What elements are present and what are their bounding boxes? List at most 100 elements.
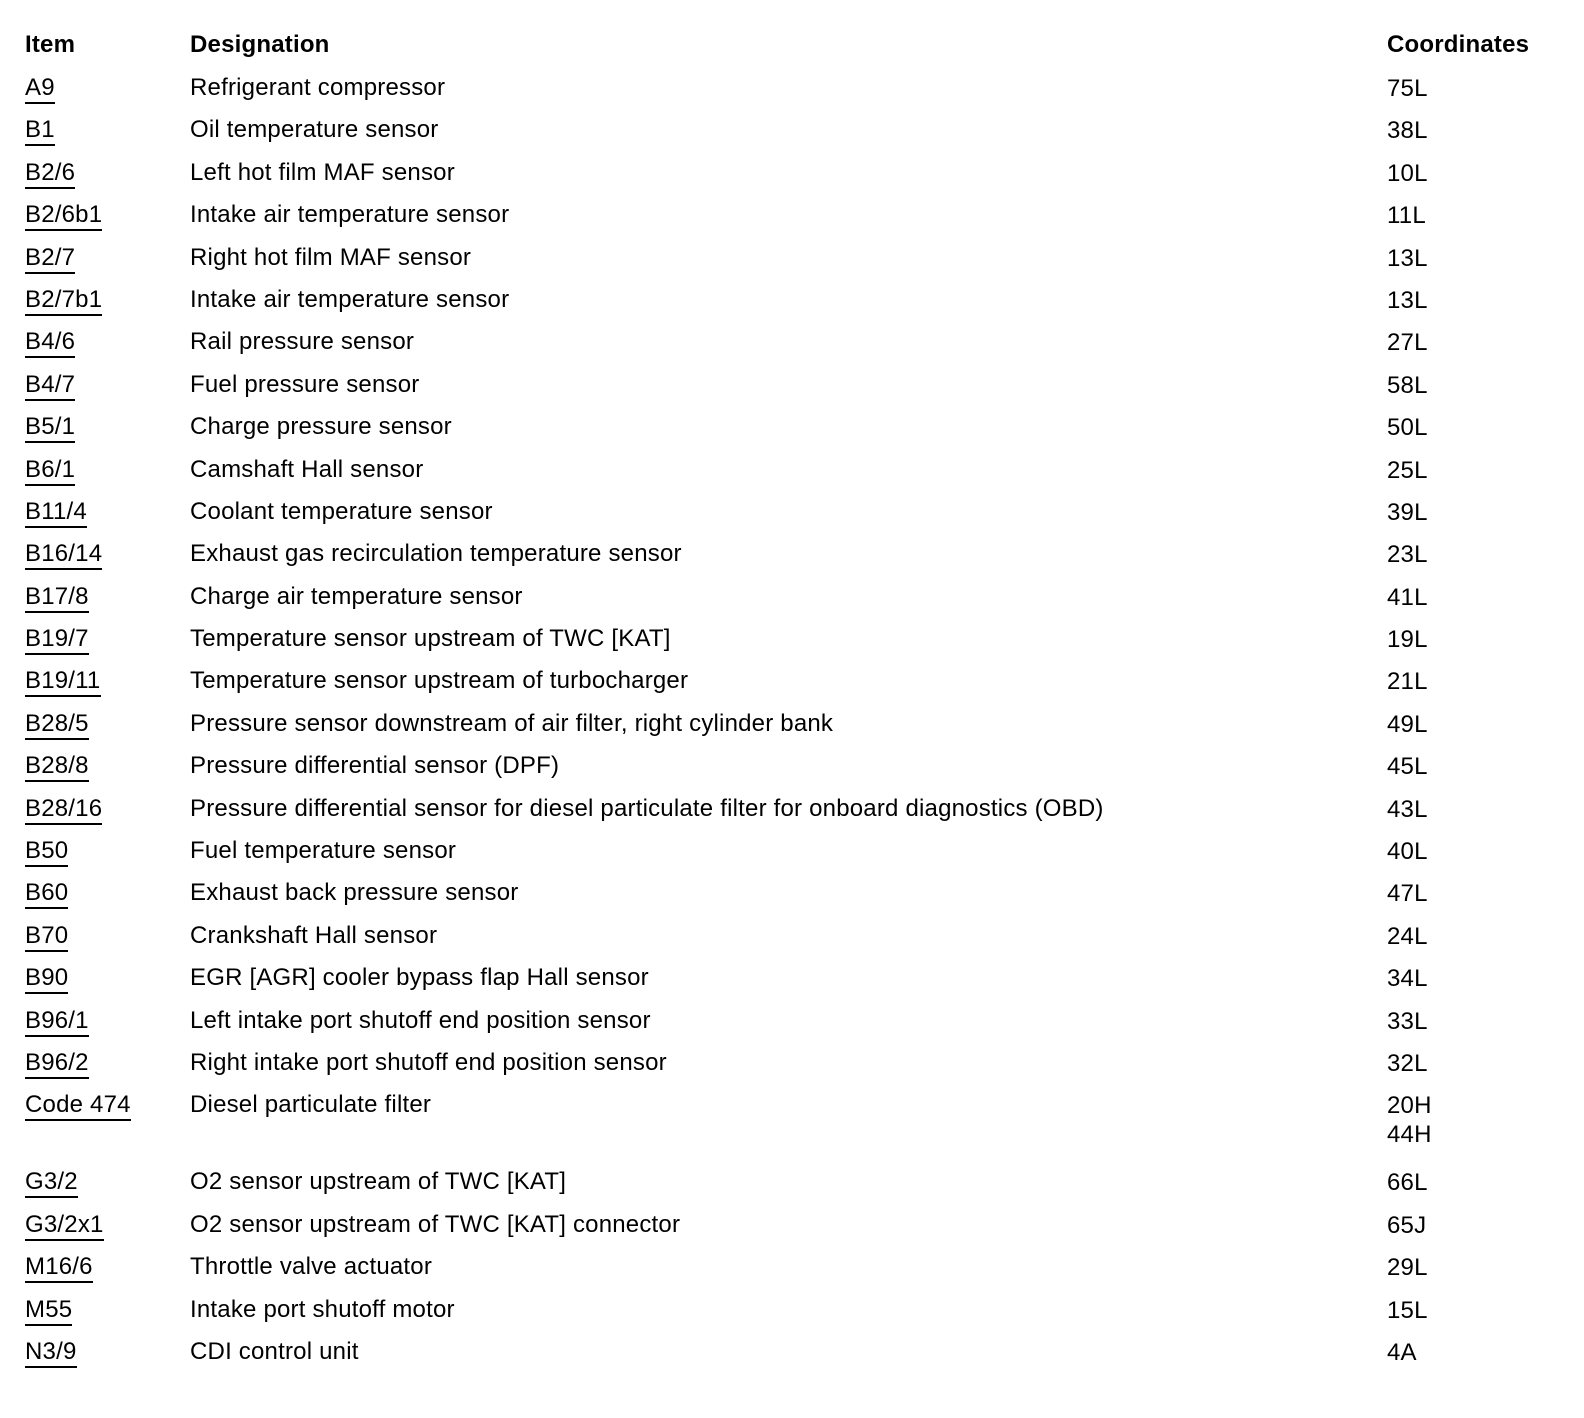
item-code-link[interactable]: B2/6	[25, 159, 76, 189]
item-code-link[interactable]: B96/2	[25, 1049, 89, 1079]
item-cell: B50	[25, 837, 190, 868]
table-row: A9 Refrigerant compressor 75L	[25, 74, 1584, 116]
item-code-link[interactable]: A9	[25, 74, 55, 104]
header-designation: Designation	[190, 31, 330, 58]
coordinate-value: 27L	[1387, 329, 1428, 357]
coordinates-cell: 4A	[1387, 1338, 1584, 1367]
table-row: N3/9 CDI control unit 4A	[25, 1338, 1584, 1380]
parts-table: Item Designation Coordinates A9 Refrigera…	[25, 31, 1584, 1380]
coordinate-value: 38L	[1387, 117, 1428, 145]
designation-cell: Refrigerant compressor	[190, 74, 446, 101]
item-code-link[interactable]: B19/7	[25, 625, 89, 656]
coordinate-value: 4A	[1387, 1338, 1417, 1366]
designation-cell: EGR [AGR] cooler bypass flap Hall sensor	[190, 964, 649, 992]
coordinates-cell: 50L	[1387, 413, 1584, 442]
item-code-link[interactable]: B2/7b1	[25, 286, 103, 316]
table-row: B28/16 Pressure differential sensor for d…	[25, 795, 1584, 837]
designation-cell: Camshaft Hall sensor	[190, 455, 424, 483]
item-code-link[interactable]: B28/16	[25, 795, 103, 825]
item-cell: G3/2	[25, 1168, 190, 1199]
table-header-row: Item Designation Coordinates	[25, 31, 1584, 74]
table-row: G3/2x1 O2 sensor upstream of TWC [KAT] co…	[25, 1211, 1584, 1253]
item-cell: B19/11	[25, 667, 190, 698]
item-cell: M55	[25, 1296, 190, 1326]
table-rows: A9 Refrigerant compressor 75L B1 Oil tempera…	[25, 74, 1584, 1380]
item-code-link[interactable]: B19/11	[25, 667, 101, 698]
designation-cell: Right intake port shutoff end position s…	[190, 1048, 667, 1076]
item-cell: B5/1	[25, 413, 190, 444]
coordinate-value: 29L	[1387, 1254, 1428, 1282]
designation-cell: Right hot film MAF sensor	[190, 243, 472, 271]
table-row: B96/1 Left intake port shutoff end positi…	[25, 1007, 1584, 1049]
table-row: G3/2 O2 sensor upstream of TWC [KAT] 66L	[25, 1168, 1584, 1210]
item-cell: B11/4	[25, 498, 190, 528]
coordinate-value: 75L	[1387, 75, 1428, 102]
item-code-link[interactable]: B6/1	[25, 456, 76, 486]
designation-cell: Diesel particulate filter	[190, 1091, 432, 1119]
coordinate-value: 33L	[1387, 1007, 1428, 1035]
item-code-link[interactable]: B11/4	[25, 498, 87, 528]
item-code-link[interactable]: B90	[25, 964, 69, 995]
item-cell: M16/6	[25, 1253, 190, 1284]
designation-cell: Pressure differential sensor for diesel …	[190, 794, 1104, 822]
item-code-link[interactable]: Code 474	[25, 1091, 131, 1122]
table-row: B2/6b1 Intake air temperature sensor 11L	[25, 201, 1584, 243]
table-row: B96/2 Right intake port shutoff end posit…	[25, 1049, 1584, 1091]
coordinates-cell: 75L	[1387, 74, 1584, 103]
item-cell: B2/7b1	[25, 286, 190, 316]
coordinate-value: 13L	[1387, 244, 1428, 272]
table-row: B5/1 Charge pressure sensor 50L	[25, 413, 1584, 455]
coordinates-cell: 13L	[1387, 244, 1584, 273]
item-code-link[interactable]: B17/8	[25, 583, 89, 613]
designation-cell: Exhaust back pressure sensor	[190, 879, 519, 907]
coordinate-value: 45L	[1387, 753, 1428, 781]
item-code-link[interactable]: B70	[25, 922, 69, 952]
table-row: B16/14 Exhaust gas recirculation temperat…	[25, 540, 1584, 582]
table-row: B4/6 Rail pressure sensor 27L	[25, 328, 1584, 370]
item-code-link[interactable]: G3/2	[25, 1168, 78, 1199]
item-code-link[interactable]: B2/7	[25, 244, 76, 274]
coordinates-cell: 40L	[1387, 837, 1584, 866]
designation-cell: Fuel pressure sensor	[190, 370, 420, 398]
coordinate-value: 44H	[1387, 1121, 1432, 1149]
item-code-link[interactable]: B50	[25, 837, 69, 868]
coordinate-value: 20H	[1387, 1092, 1432, 1120]
designation-cell: O2 sensor upstream of TWC [KAT]	[190, 1168, 567, 1196]
designation-cell: Left hot film MAF sensor	[190, 158, 455, 186]
coordinate-value: 11L	[1387, 202, 1426, 230]
coordinates-cell: 34L	[1387, 964, 1584, 993]
item-cell: B28/5	[25, 710, 190, 740]
item-code-link[interactable]: B60	[25, 879, 69, 910]
table-row: B11/4 Coolant temperature sensor 39L	[25, 498, 1584, 540]
item-code-link[interactable]: G3/2x1	[25, 1211, 104, 1241]
item-code-link[interactable]: B28/5	[25, 710, 89, 740]
table-row: B60 Exhaust back pressure sensor 47L	[25, 879, 1584, 921]
item-code-link[interactable]: B96/1	[25, 1007, 89, 1037]
item-code-link[interactable]: M55	[25, 1296, 73, 1326]
item-cell: A9	[25, 74, 190, 104]
coordinates-cell: 47L	[1387, 879, 1584, 908]
item-code-link[interactable]: B4/7	[25, 371, 76, 401]
table-row: M16/6 Throttle valve actuator 29L	[25, 1253, 1584, 1295]
table-row: B90 EGR [AGR] cooler bypass flap Hall sen…	[25, 964, 1584, 1006]
item-code-link[interactable]: M16/6	[25, 1253, 93, 1284]
coordinate-value: 41L	[1387, 583, 1428, 611]
item-code-link[interactable]: B4/6	[25, 328, 76, 359]
designation-cell: Intake air temperature sensor	[190, 285, 510, 313]
coordinate-value: 23L	[1387, 541, 1428, 569]
coordinate-value: 25L	[1387, 456, 1428, 484]
item-code-link[interactable]: B5/1	[25, 413, 76, 444]
designation-cell: Charge pressure sensor	[190, 413, 452, 441]
item-cell: N3/9	[25, 1338, 190, 1368]
designation-cell: Oil temperature sensor	[190, 116, 439, 144]
item-cell: B60	[25, 879, 190, 910]
item-cell: B90	[25, 964, 190, 995]
coordinates-cell: 43L	[1387, 795, 1584, 824]
designation-cell: Pressure sensor downstream of air filter…	[190, 709, 834, 737]
item-cell: B70	[25, 922, 190, 952]
item-code-link[interactable]: B1	[25, 116, 55, 147]
item-code-link[interactable]: B16/14	[25, 540, 103, 571]
item-code-link[interactable]: B2/6b1	[25, 201, 103, 232]
item-code-link[interactable]: N3/9	[25, 1338, 77, 1368]
item-code-link[interactable]: B28/8	[25, 752, 89, 783]
